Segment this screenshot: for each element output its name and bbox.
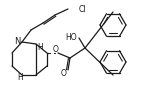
Text: HO: HO bbox=[65, 34, 77, 43]
Text: Cl: Cl bbox=[79, 5, 87, 14]
Text: H: H bbox=[17, 74, 23, 82]
Text: N: N bbox=[14, 38, 20, 46]
Text: O: O bbox=[53, 46, 59, 55]
Text: H: H bbox=[37, 43, 43, 51]
Text: O: O bbox=[61, 69, 67, 77]
